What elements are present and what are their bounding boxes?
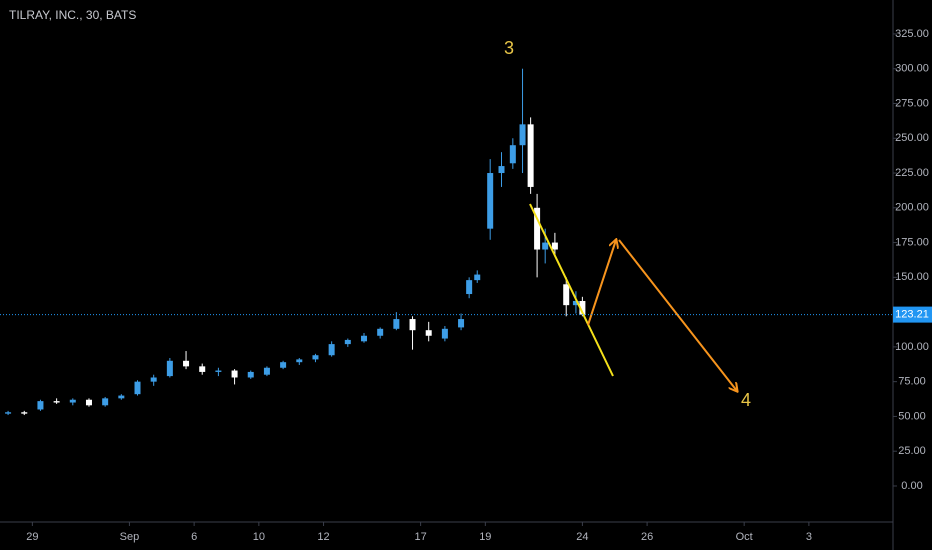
candle-body (150, 377, 157, 382)
x-tick-label: Sep (120, 531, 140, 543)
x-tick-label: Oct (736, 531, 753, 543)
y-tick-label: 100.00 (895, 341, 929, 353)
x-tick-label: 12 (317, 531, 329, 543)
candle-body (344, 339, 351, 345)
candle-body (409, 319, 416, 331)
candle-body (53, 401, 60, 403)
candle-body (579, 300, 586, 315)
x-tick-label: 3 (806, 531, 812, 543)
projection-arrow (618, 239, 737, 391)
candle-body (296, 359, 303, 363)
candle-body (69, 399, 76, 403)
x-tick-label: 6 (191, 531, 197, 543)
candle-body (134, 381, 141, 395)
candle-body (425, 330, 432, 336)
candle-body (509, 145, 516, 164)
y-tick-label: 75.00 (898, 376, 926, 388)
y-tick-label: 325.00 (895, 28, 929, 40)
wave-label: 4 (741, 390, 751, 410)
candle-body (393, 319, 400, 329)
y-tick-label: 250.00 (895, 132, 929, 144)
y-tick-label: 150.00 (895, 271, 929, 283)
candle-body (498, 166, 505, 174)
last-price-label: 123.21 (895, 309, 929, 321)
candle-body (360, 335, 367, 342)
plot-area (5, 68, 586, 416)
candle-body (377, 328, 384, 336)
y-tick-label: 175.00 (895, 236, 929, 248)
candle-body (231, 370, 238, 378)
candle-body (328, 344, 335, 356)
candle-body (37, 401, 44, 410)
candle-body (247, 371, 254, 378)
candle-body (102, 398, 109, 406)
candle-body (474, 274, 481, 281)
last-price-box (893, 306, 932, 323)
x-tick-label: 26 (641, 531, 653, 543)
candle-body (563, 284, 570, 306)
candle-body (458, 319, 465, 328)
candle-body (280, 362, 287, 368)
candle-body (519, 124, 526, 146)
candle-body (21, 412, 28, 414)
x-tick-label: 17 (414, 531, 426, 543)
candle-body (572, 300, 579, 306)
candle-body (85, 399, 92, 406)
candle-body (199, 366, 206, 372)
x-tick-label: 19 (479, 531, 491, 543)
x-tick-label: 10 (253, 531, 265, 543)
candle-body (312, 355, 319, 360)
candle-body (534, 207, 541, 250)
candle-body (215, 370, 222, 372)
candle-body (551, 242, 558, 250)
x-tick-label: 29 (26, 531, 38, 543)
candle-body (527, 124, 534, 187)
y-tick-label: 50.00 (898, 410, 926, 422)
candle-body (166, 360, 173, 377)
trend-line (529, 203, 614, 377)
y-tick-label: 200.00 (895, 202, 929, 214)
candle-body (263, 367, 270, 375)
candle-body (5, 412, 12, 414)
y-tick-label: 0.00 (901, 480, 922, 492)
y-tick-label: 25.00 (898, 445, 926, 457)
candle-body (542, 242, 549, 250)
candle-body (466, 280, 473, 295)
wave-label: 3 (504, 38, 514, 58)
candle-body (441, 328, 448, 339)
candle-body (487, 173, 494, 229)
x-tick-label: 24 (576, 531, 588, 543)
candle-body (118, 395, 125, 399)
y-tick-label: 275.00 (895, 97, 929, 109)
projection-arrow (587, 240, 616, 326)
y-tick-label: 225.00 (895, 167, 929, 179)
y-tick-label: 300.00 (895, 63, 929, 75)
candle-body (183, 360, 190, 367)
chart-title: TILRAY, INC., 30, BATS (9, 8, 136, 22)
